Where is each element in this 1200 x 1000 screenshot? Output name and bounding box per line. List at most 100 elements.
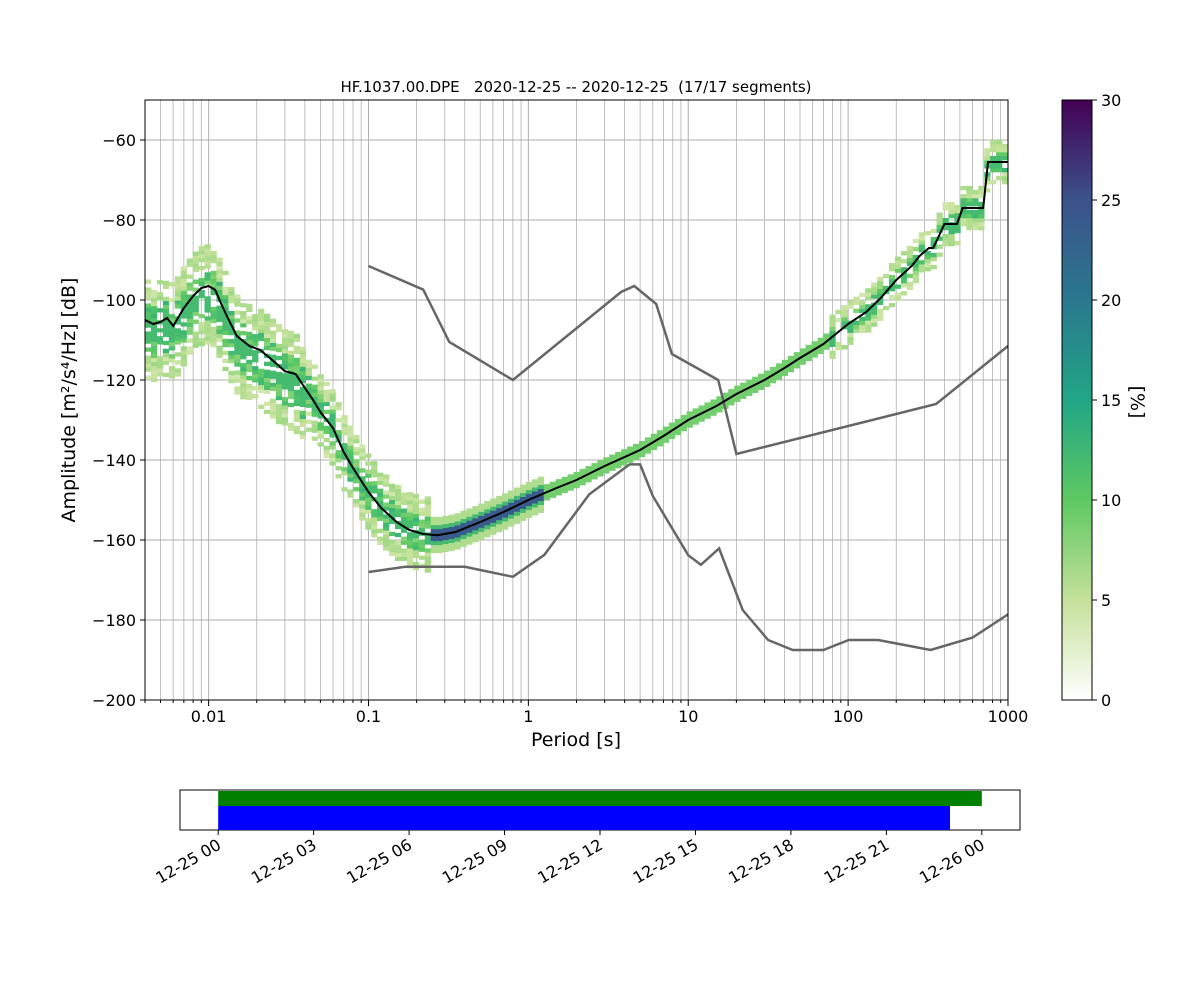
- heatmap-cell: [692, 412, 699, 417]
- heatmap-cell: [448, 526, 455, 532]
- heatmap-cell: [472, 517, 479, 523]
- heatmap-cell: [192, 251, 199, 256]
- heatmap-cell: [490, 506, 497, 511]
- heatmap-cell: [704, 402, 711, 407]
- heatmap-cell: [389, 495, 396, 501]
- heatmap-cell: [722, 400, 729, 405]
- heatmap-cell: [394, 496, 402, 502]
- heatmap-cell: [186, 318, 193, 323]
- heatmap-cell: [234, 346, 241, 351]
- heatmap-cell: [234, 294, 241, 299]
- heatmap-cell: [264, 373, 271, 378]
- heatmap-cell: [984, 180, 991, 185]
- heatmap-cell: [466, 540, 473, 545]
- heatmap-cell: [234, 370, 241, 375]
- heatmap-cell: [198, 245, 205, 251]
- heatmap-cell: [710, 399, 717, 404]
- heatmap-cell: [918, 264, 925, 269]
- heatmap-cell: [400, 552, 408, 557]
- heatmap-cell: [799, 348, 806, 353]
- heatmap-cell: [394, 540, 402, 546]
- heatmap-cell: [264, 401, 271, 406]
- heatmap-cell: [978, 218, 985, 223]
- heatmap-cell: [960, 222, 967, 227]
- heatmap-cell: [299, 354, 306, 360]
- heatmap-cell: [234, 330, 241, 335]
- heatmap-cell: [293, 361, 301, 367]
- heatmap-cell: [389, 487, 396, 493]
- heatmap-cell: [442, 523, 449, 529]
- heatmap-cell: [877, 276, 884, 281]
- heatmap-cell: [674, 418, 681, 424]
- heatmap-cell: [436, 544, 443, 550]
- heatmap-cell: [847, 332, 854, 337]
- heatmap-cell: [972, 202, 979, 207]
- heatmap-cell: [365, 469, 372, 474]
- heatmap-cell: [353, 479, 360, 484]
- heatmap-cell: [377, 492, 384, 497]
- heatmap-cell: [216, 265, 223, 270]
- heatmap-cell: [877, 308, 884, 313]
- heatmap-cell: [478, 507, 485, 512]
- heatmap-cell: [990, 168, 997, 173]
- heatmap-cell: [519, 488, 527, 493]
- heatmap-cell: [293, 401, 301, 407]
- heatmap-cell: [365, 481, 372, 486]
- heatmap-cell: [192, 307, 199, 312]
- heatmap-cell: [281, 373, 289, 378]
- heatmap-cell: [329, 413, 336, 418]
- colorbar-tick-label: 0: [1101, 691, 1111, 710]
- heatmap-cell: [948, 226, 955, 231]
- x-tick-label: 0.1: [356, 707, 381, 726]
- heatmap-cell: [424, 556, 431, 561]
- heatmap-cell: [269, 346, 277, 351]
- heatmap-cell: [264, 341, 271, 346]
- heatmap-cell: [317, 374, 324, 379]
- heatmap-cell: [222, 286, 229, 292]
- heatmap-cell: [841, 345, 848, 350]
- heatmap-cell: [145, 367, 152, 372]
- heatmap-cell: [763, 378, 771, 383]
- heatmap-cell: [394, 504, 402, 510]
- heatmap-cell: [508, 510, 515, 515]
- heatmap-cell: [323, 393, 330, 399]
- heatmap-cell: [317, 434, 324, 439]
- heatmap-cell: [829, 342, 836, 347]
- heatmap-cell: [323, 449, 330, 455]
- heatmap-cell: [406, 492, 414, 497]
- heatmap-cell: [264, 381, 271, 386]
- heatmap-cell: [329, 409, 336, 414]
- heatmap-cell: [918, 236, 925, 241]
- heatmap-cell: [365, 485, 372, 490]
- heatmap-cell: [644, 441, 652, 446]
- heatmap-cell: [377, 528, 384, 533]
- heatmap-cell: [198, 281, 205, 287]
- y-tick-label: −60: [102, 131, 136, 150]
- heatmap-cell: [293, 365, 301, 371]
- high-noise-model-line: [368, 264, 1008, 456]
- heatmap-cell: [734, 389, 741, 394]
- heatmap-cell: [228, 310, 235, 316]
- heatmap-cell: [460, 538, 467, 544]
- heatmap-cell: [996, 148, 1003, 153]
- heatmap-cell: [269, 338, 277, 343]
- heatmap-cell: [787, 355, 795, 361]
- heatmap-cell: [335, 430, 342, 435]
- heatmap-cell: [365, 509, 372, 514]
- heatmap-cell: [484, 509, 491, 514]
- heatmap-cell: [502, 497, 509, 502]
- heatmap-cell: [150, 317, 158, 323]
- heatmap-cell: [537, 508, 545, 514]
- heatmap-cell: [442, 519, 449, 525]
- heatmap-cell: [954, 216, 961, 222]
- heatmap-cell: [406, 536, 414, 541]
- heatmap-cell: [966, 226, 973, 231]
- heatmap-cell: [871, 294, 878, 299]
- heatmap-cell: [460, 514, 467, 520]
- heatmap-cell: [377, 516, 384, 521]
- heatmap-cell: [871, 282, 878, 287]
- heatmap-cell: [466, 512, 473, 517]
- heatmap-cell: [246, 303, 253, 309]
- heatmap-cell: [329, 457, 336, 462]
